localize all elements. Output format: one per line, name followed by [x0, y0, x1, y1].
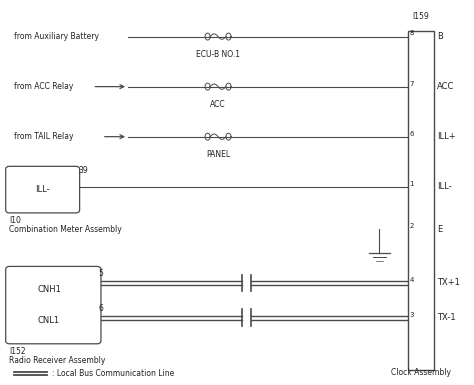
Text: 4: 4: [410, 277, 414, 283]
FancyBboxPatch shape: [6, 266, 101, 344]
Text: 6: 6: [410, 131, 414, 137]
Text: E: E: [437, 224, 442, 234]
Text: from ACC Relay: from ACC Relay: [14, 82, 73, 91]
Text: from TAIL Relay: from TAIL Relay: [14, 132, 74, 141]
Text: Radio Receiver Assembly: Radio Receiver Assembly: [9, 356, 106, 365]
Text: 2: 2: [410, 223, 414, 229]
Text: 8: 8: [410, 30, 414, 37]
Text: ECU-B NO.1: ECU-B NO.1: [196, 50, 240, 59]
Text: B: B: [437, 32, 443, 41]
Text: TX+1: TX+1: [437, 278, 460, 288]
Text: Clock Assembly: Clock Assembly: [391, 368, 451, 377]
Text: 3: 3: [410, 311, 414, 318]
Text: CNL1: CNL1: [38, 316, 60, 325]
Text: Combination Meter Assembly: Combination Meter Assembly: [9, 225, 122, 234]
Text: ACC: ACC: [437, 82, 455, 91]
Text: ILL+: ILL+: [437, 132, 456, 141]
Text: 6: 6: [99, 304, 103, 313]
Text: from Auxiliary Battery: from Auxiliary Battery: [14, 32, 99, 41]
Text: ILL-: ILL-: [437, 182, 452, 191]
Text: 1: 1: [410, 181, 414, 187]
Text: PANEL: PANEL: [206, 150, 230, 159]
Text: I10: I10: [9, 216, 21, 225]
FancyBboxPatch shape: [408, 31, 434, 370]
Text: 39: 39: [78, 166, 88, 175]
Text: : Local Bus Communication Line: : Local Bus Communication Line: [52, 369, 174, 378]
Text: ILL-: ILL-: [36, 185, 50, 194]
Text: I152: I152: [9, 347, 26, 356]
Text: 7: 7: [410, 80, 414, 87]
Text: TX-1: TX-1: [437, 313, 456, 322]
Text: CNH1: CNH1: [37, 285, 61, 294]
Text: 5: 5: [99, 270, 103, 278]
Text: I159: I159: [412, 12, 429, 21]
Text: ACC: ACC: [210, 100, 226, 109]
FancyBboxPatch shape: [6, 166, 80, 213]
